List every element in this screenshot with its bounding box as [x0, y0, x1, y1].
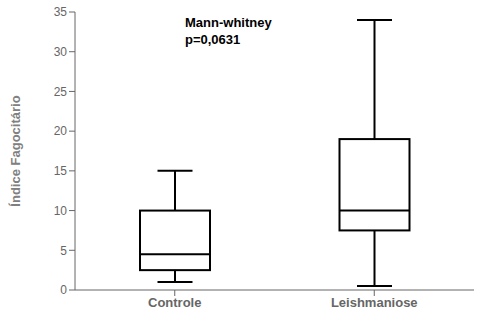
svg-text:5: 5: [60, 244, 67, 258]
svg-text:Leishmaniose: Leishmaniose: [331, 295, 418, 310]
svg-text:Controle: Controle: [148, 295, 201, 310]
svg-text:30: 30: [54, 45, 68, 59]
svg-text:35: 35: [54, 5, 68, 19]
svg-text:15: 15: [54, 164, 68, 178]
svg-text:Índice Fagocitário: Índice Fagocitário: [8, 95, 23, 206]
svg-text:20: 20: [54, 124, 68, 138]
html-text:p=0,0631: p=0,0631: [185, 32, 241, 47]
svg-text:0: 0: [60, 283, 67, 297]
svg-text:10: 10: [54, 204, 68, 218]
svg-text:25: 25: [54, 85, 68, 99]
html-text:Mann-whitney: Mann-whitney: [185, 15, 272, 30]
